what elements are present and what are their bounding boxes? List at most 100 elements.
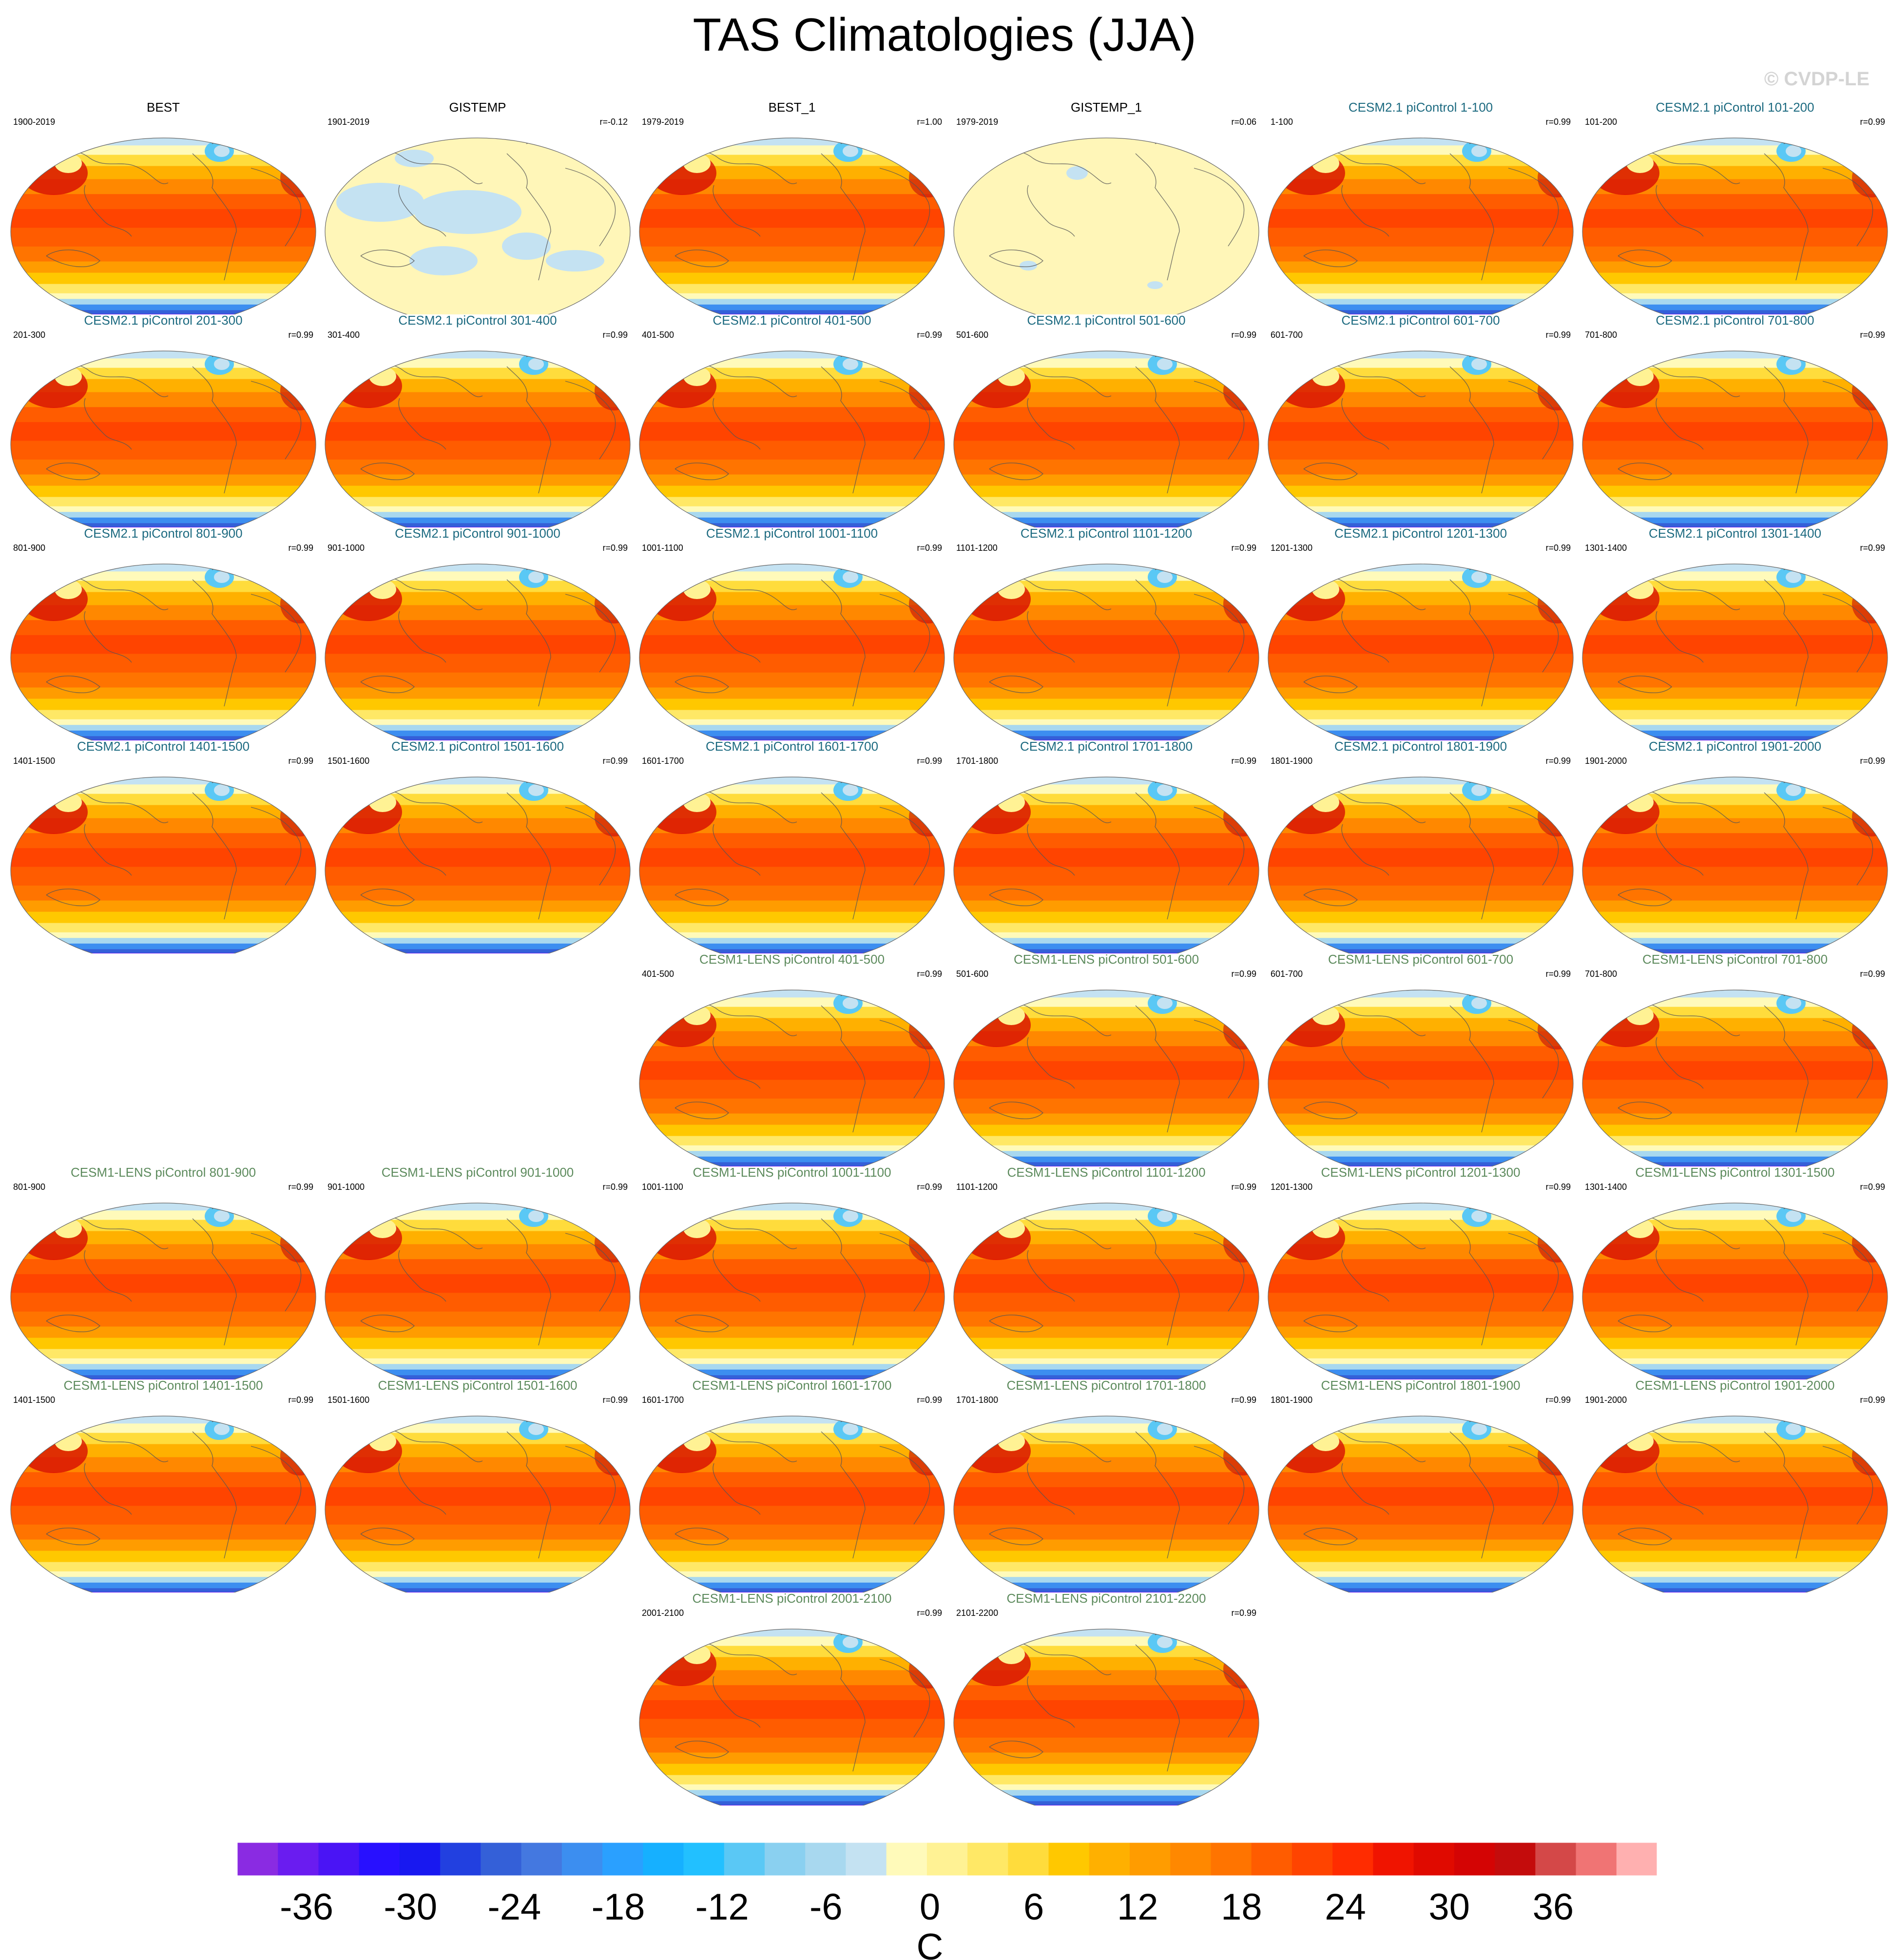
map-panel: CESM1-LENS piControl 601-700 601-700 r=0.9… [1265,952,1577,1166]
map-field [10,776,316,953]
panel-correlation: r=0.99 [917,969,942,979]
map-field [325,350,631,527]
colorbar-box [1048,1843,1090,1876]
panel-title: CESM2.1 piControl 1-100 [1348,100,1493,115]
panel-correlation: r=0.99 [1231,543,1256,553]
panel-correlation: r=0.99 [288,543,313,553]
panel-correlation: r=0.99 [1231,1182,1256,1192]
colorbar-box [683,1843,725,1876]
panel-correlation: r=0.99 [602,756,628,766]
colorbar-box [359,1843,400,1876]
panel-period: 2101-2200 [956,1608,999,1618]
panel-correlation: r=0.99 [917,543,942,553]
panel-correlation: r=0.99 [602,1395,628,1405]
map-field [1582,1203,1888,1379]
colorbar-box [1291,1843,1333,1876]
colorbar-tick-label: 12 [1117,1886,1158,1928]
panel-period: 1801-1900 [1271,1395,1313,1405]
map-field [953,350,1259,527]
map-panel: CESM2.1 piControl 501-600 501-600 r=0.99 [950,313,1262,527]
panel-period: 101-200 [1585,117,1618,127]
map-field [1268,776,1574,953]
map-field [639,1629,945,1805]
panel-period: 501-600 [956,330,989,340]
panel-title: CESM1-LENS piControl 1201-1300 [1321,1165,1521,1180]
map-panel: CESM1-LENS piControl 2101-2200 2101-2200 r… [950,1591,1262,1805]
map-panel: CESM1-LENS piControl 901-1000 901-1000 r=0… [322,1165,634,1379]
colorbar-tick-label: 6 [1023,1886,1044,1928]
panel-period: 1401-1500 [13,1395,56,1405]
colorbar-box [1332,1843,1373,1876]
map-field [1268,990,1574,1166]
panel-correlation: r=0.99 [288,1182,313,1192]
map-panel: CESM2.1 piControl 1901-2000 1901-2000 r=0.… [1579,739,1889,953]
panel-period: 201-300 [13,330,46,340]
colorbar-tick-label: -6 [810,1886,843,1928]
colorbar-tick-label: -18 [592,1886,645,1928]
panel-title: CESM2.1 piControl 1501-1600 [391,739,564,754]
panel-correlation: r=0.99 [917,756,942,766]
map-panel: CESM1-LENS piControl 1001-1100 1001-1100 r… [636,1165,948,1379]
panel-title: CESM1-LENS piControl 1601-1700 [692,1378,892,1393]
panel-correlation: r=0.99 [1231,1395,1256,1405]
panel-period: 701-800 [1585,969,1618,979]
map-panel: CESM1-LENS piControl 1901-2000 1901-2000 r… [1579,1378,1889,1592]
map-field [639,1203,945,1379]
map-field [953,1203,1259,1379]
map-panel: CESM2.1 piControl 1201-1300 1201-1300 r=0.… [1265,526,1577,740]
map-field [1582,776,1888,953]
panel-title: CESM1-LENS piControl 1801-1900 [1321,1378,1521,1393]
map-panel: CESM2.1 piControl 1501-1600 1501-1600 r=0.… [322,739,634,953]
panel-correlation: r=0.99 [1860,969,1885,979]
panel-title: CESM1-LENS piControl 801-900 [70,1165,256,1180]
map-panel: CESM2.1 piControl 901-1000 901-1000 r=0.99 [322,526,634,740]
panel-period: 1601-1700 [642,1395,684,1405]
colorbar-box [886,1843,927,1876]
map-field [639,563,945,740]
panel-period: 1801-1900 [1271,756,1313,766]
map-field [639,1416,945,1592]
panel-title: CESM1-LENS piControl 1501-1600 [378,1378,578,1393]
map-field [1582,137,1888,314]
panel-period: 1901-2000 [1585,756,1627,766]
map-panel: CESM1-LENS piControl 1501-1600 1501-1600 r… [322,1378,634,1592]
panel-title: CESM1-LENS piControl 1901-2000 [1635,1378,1835,1393]
map-panel: BEST 1900-2019 [7,100,319,314]
map-panel: BEST_1 1979-2019 r=1.00 [636,100,948,314]
panel-title: CESM1-LENS piControl 401-500 [699,952,885,967]
panel-title: CESM1-LENS piControl 901-1000 [381,1165,574,1180]
panel-period: 1501-1600 [328,1395,370,1405]
colorbar-box [481,1843,522,1876]
colorbar-unit-label: C [917,1926,944,1960]
panel-period: 1701-1800 [956,756,999,766]
map-panel: CESM1-LENS piControl 1201-1300 1201-1300 r… [1265,1165,1577,1379]
map-panel: CESM1-LENS piControl 1101-1200 1101-1200 r… [950,1165,1262,1379]
map-panel: CESM1-LENS piControl 401-500 401-500 r=0.9… [636,952,948,1166]
panel-correlation: r=0.99 [1860,543,1885,553]
map-field [1268,563,1574,740]
map-field [953,1416,1259,1592]
map-field [1268,1203,1574,1379]
panel-period: 301-400 [328,330,360,340]
map-field [325,1203,631,1379]
map-field [10,137,316,314]
map-field [639,137,945,314]
panel-correlation: r=1.00 [917,117,942,127]
panel-title: BEST [147,100,180,115]
panel-period: 901-1000 [328,1182,365,1192]
map-panel: CESM1-LENS piControl 1301-1500 1301-1400 r… [1579,1165,1889,1379]
map-panel: CESM2.1 piControl 601-700 601-700 r=0.99 [1265,313,1577,527]
map-panel: CESM2.1 piControl 801-900 801-900 r=0.99 [7,526,319,740]
colorbar-tick-label: 0 [920,1886,940,1928]
colorbar-box [399,1843,441,1876]
map-field [1268,350,1574,527]
panel-period: 801-900 [13,1182,46,1192]
map-field [1268,137,1574,314]
panel-title: CESM1-LENS piControl 1401-1500 [63,1378,263,1393]
panel-period: 1001-1100 [642,1182,683,1192]
map-field [1582,1416,1888,1592]
colorbar-tick-label: 18 [1221,1886,1262,1928]
panel-title: CESM2.1 piControl 1101-1200 [1020,526,1193,541]
colorbar-box [237,1843,278,1876]
map-field [1582,563,1888,740]
